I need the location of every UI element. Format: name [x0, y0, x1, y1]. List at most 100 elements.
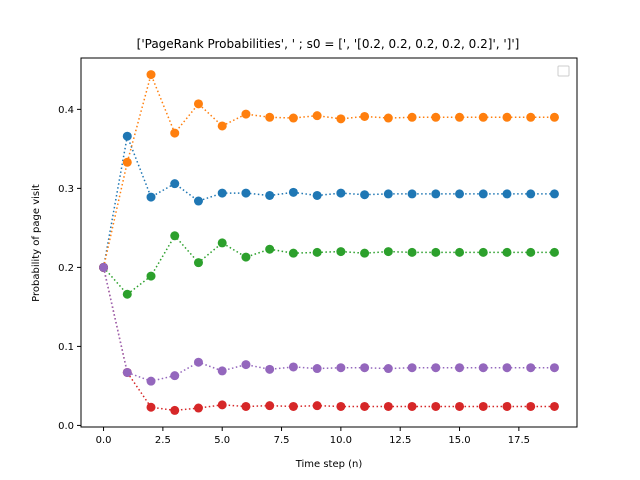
data-point — [360, 190, 370, 200]
data-point — [431, 247, 441, 257]
data-point — [288, 401, 298, 411]
data-point — [455, 112, 465, 122]
x-tick-label: 2.5 — [155, 435, 171, 446]
data-point — [383, 113, 393, 123]
data-point — [407, 112, 417, 122]
data-point — [383, 247, 393, 257]
data-point — [502, 363, 512, 373]
series-layer — [99, 70, 559, 415]
data-point — [455, 363, 465, 373]
data-point — [193, 196, 203, 206]
data-point — [241, 252, 251, 262]
data-point — [549, 247, 559, 257]
data-point — [288, 362, 298, 372]
data-point — [549, 189, 559, 199]
data-point — [217, 188, 227, 198]
x-tick-label: 17.5 — [508, 435, 530, 446]
data-point — [99, 262, 109, 272]
data-point — [193, 258, 203, 268]
data-point — [478, 112, 488, 122]
data-point — [383, 364, 393, 374]
data-point — [478, 363, 488, 373]
data-point — [217, 121, 227, 131]
data-point — [193, 357, 203, 367]
x-tick-label: 15.0 — [448, 435, 470, 446]
data-point — [170, 405, 180, 415]
data-point — [336, 188, 346, 198]
plot-frame — [80, 57, 578, 428]
data-point — [502, 189, 512, 199]
data-point — [241, 109, 251, 119]
data-point — [312, 401, 322, 411]
data-point — [407, 363, 417, 373]
data-point — [122, 157, 132, 167]
data-point — [431, 189, 441, 199]
data-point — [478, 401, 488, 411]
data-point — [478, 189, 488, 199]
data-point — [336, 247, 346, 257]
data-point — [265, 244, 275, 254]
data-point — [170, 231, 180, 241]
series-line — [102, 267, 555, 412]
y-axis-label: Probability of page visit — [31, 184, 42, 302]
data-point — [360, 111, 370, 121]
data-point — [383, 189, 393, 199]
data-point — [241, 360, 251, 370]
chart-title: ['PageRank Probabilities', ' ; s0 = [', … — [137, 37, 520, 51]
data-point — [122, 289, 132, 299]
data-point — [312, 247, 322, 257]
y-tick-label: 0.3 — [58, 184, 74, 195]
data-point — [146, 192, 156, 202]
data-point — [407, 401, 417, 411]
data-point — [193, 403, 203, 413]
data-point — [407, 189, 417, 199]
y-tick-label: 0.0 — [58, 421, 74, 432]
data-point — [288, 248, 298, 258]
data-point — [360, 401, 370, 411]
data-point — [502, 112, 512, 122]
data-point — [312, 364, 322, 374]
data-point — [170, 371, 180, 381]
data-point — [526, 401, 536, 411]
data-point — [122, 131, 132, 141]
data-point — [526, 363, 536, 373]
x-tick-label: 0.0 — [96, 435, 112, 446]
data-point — [146, 70, 156, 80]
data-point — [336, 114, 346, 124]
data-point — [217, 400, 227, 410]
data-point — [549, 112, 559, 122]
data-point — [265, 112, 275, 122]
data-point — [549, 401, 559, 411]
y-tick-label: 0.1 — [58, 342, 74, 353]
data-point — [431, 112, 441, 122]
data-point — [455, 247, 465, 257]
data-point — [526, 112, 536, 122]
data-point — [146, 376, 156, 386]
y-tick-label: 0.2 — [58, 263, 74, 274]
legend-box — [557, 65, 570, 77]
data-point — [336, 401, 346, 411]
data-point — [288, 113, 298, 123]
data-point — [549, 363, 559, 373]
y-axis-ticks: 0.0 0.1 0.2 0.3 0.4 — [58, 105, 81, 432]
data-point — [217, 366, 227, 376]
data-point — [360, 363, 370, 373]
data-point — [526, 189, 536, 199]
data-point — [146, 402, 156, 412]
data-point — [241, 188, 251, 198]
data-point — [265, 190, 275, 200]
data-point — [146, 271, 156, 281]
data-point — [502, 401, 512, 411]
data-point — [170, 179, 180, 189]
data-point — [288, 187, 298, 197]
data-point — [383, 401, 393, 411]
data-point — [431, 401, 441, 411]
data-point — [193, 99, 203, 109]
data-point — [336, 363, 346, 373]
data-point — [217, 238, 227, 248]
data-point — [265, 364, 275, 374]
data-point — [526, 247, 536, 257]
data-point — [312, 190, 322, 200]
